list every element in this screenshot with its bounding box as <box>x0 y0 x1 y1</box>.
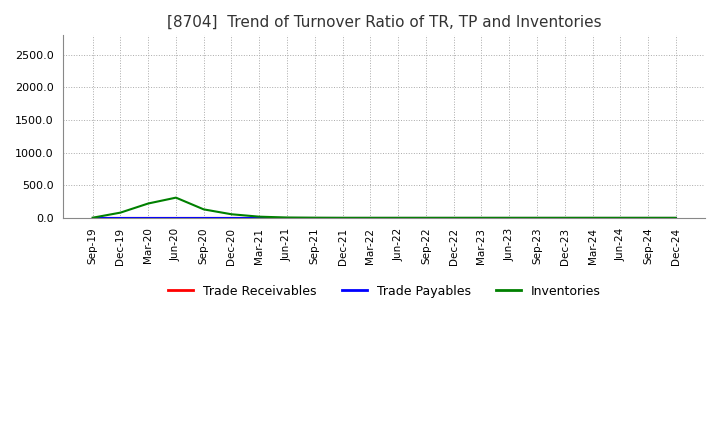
Title: [8704]  Trend of Turnover Ratio of TR, TP and Inventories: [8704] Trend of Turnover Ratio of TR, TP… <box>167 15 601 30</box>
Legend: Trade Receivables, Trade Payables, Inventories: Trade Receivables, Trade Payables, Inven… <box>163 280 606 303</box>
